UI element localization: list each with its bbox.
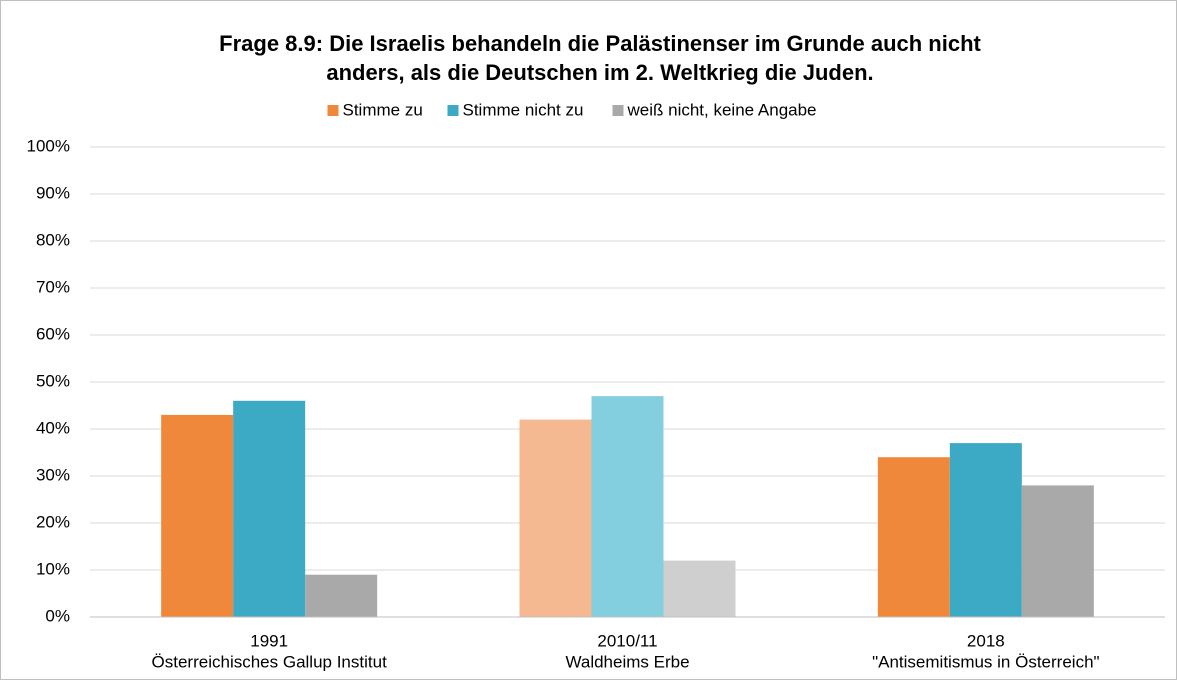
y-tick-label: 60% (36, 324, 70, 343)
bar (663, 560, 736, 617)
y-tick-label: 50% (36, 371, 70, 390)
bar (591, 396, 664, 617)
legend-label: Stimme nicht zu (463, 100, 584, 119)
y-tick-label: 70% (36, 277, 70, 296)
x-tick-label: Waldheims Erbe (565, 652, 689, 671)
x-tick-label: "Antisemitismus in Österreich" (872, 652, 1099, 671)
x-tick-label: 2018 (967, 631, 1005, 650)
x-tick-label: 1991 (250, 631, 288, 650)
legend-label: weiß nicht, keine Angabe (627, 100, 817, 119)
y-tick-label: 30% (36, 465, 70, 484)
y-tick-label: 0% (45, 606, 70, 625)
y-tick-label: 40% (36, 418, 70, 437)
bar (161, 414, 234, 617)
bar (233, 400, 306, 617)
bar (519, 419, 592, 617)
bar (305, 574, 378, 617)
y-tick-label: 90% (36, 183, 70, 202)
legend-swatch (612, 105, 624, 116)
x-tick-label: Österreichisches Gallup Institut (152, 652, 388, 671)
bar (1021, 485, 1094, 617)
bar (877, 457, 950, 617)
chart-title: Frage 8.9: Die Israelis behandeln die Pa… (219, 31, 981, 56)
x-tick-label: 2010/11 (597, 631, 657, 650)
legend-swatch (447, 105, 459, 116)
bar (949, 443, 1022, 617)
y-tick-label: 80% (36, 230, 70, 249)
legend-label: Stimme zu (343, 100, 423, 119)
y-tick-label: 10% (36, 559, 70, 578)
y-tick-label: 20% (36, 512, 70, 531)
legend-swatch (327, 105, 339, 116)
y-tick-label: 100% (27, 136, 70, 155)
chart-title: anders, als die Deutschen im 2. Weltkrie… (326, 60, 873, 85)
